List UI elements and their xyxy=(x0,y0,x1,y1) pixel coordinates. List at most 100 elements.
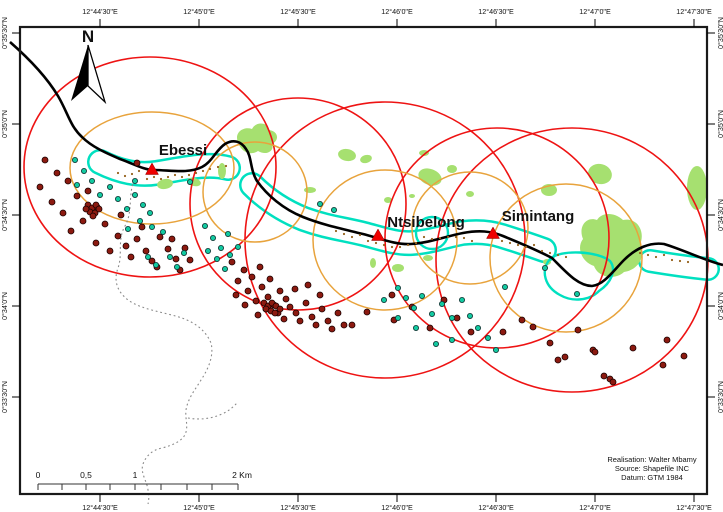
map-frame xyxy=(18,25,709,496)
red-buffer-ring xyxy=(244,101,526,379)
water-dot xyxy=(394,314,401,321)
speckle-dot xyxy=(638,251,642,255)
habitation-dot xyxy=(629,344,637,352)
habitation-dot xyxy=(106,247,114,255)
vegetation-patch xyxy=(423,255,433,261)
speckle-dot xyxy=(556,253,560,257)
habitation-dot xyxy=(168,235,176,243)
habitation-dot xyxy=(348,321,356,329)
water-dot xyxy=(131,191,138,198)
habitation-dot xyxy=(84,187,92,195)
habitation-dot xyxy=(266,275,274,283)
habitation-dot xyxy=(244,287,252,295)
speckle-dot xyxy=(208,167,212,171)
habitation-dot xyxy=(282,295,290,303)
roadside-speckles xyxy=(116,164,690,264)
habitation-dot xyxy=(67,227,75,235)
habitation-dot xyxy=(518,316,526,324)
vegetation-layer xyxy=(157,123,707,277)
water-dot xyxy=(144,253,151,260)
speckle-dot xyxy=(686,260,690,264)
water-dot xyxy=(209,234,216,241)
habitation-dot xyxy=(291,285,299,293)
water-dot xyxy=(380,296,387,303)
water-dot xyxy=(474,324,481,331)
credit-line: Source: Shapefile INC xyxy=(615,464,690,473)
speckle-dot xyxy=(430,237,434,241)
vegetation-patch xyxy=(304,187,316,193)
water-dot xyxy=(201,222,208,229)
habitation-points xyxy=(36,156,688,386)
water-dot xyxy=(186,178,193,185)
water-dot xyxy=(330,206,337,213)
habitation-dot xyxy=(156,233,164,241)
speckle-dot xyxy=(358,233,362,237)
road-line xyxy=(9,41,723,288)
speckle-dot xyxy=(123,174,127,178)
habitation-dot xyxy=(186,256,194,264)
habitation-dot xyxy=(304,281,312,289)
habitation-dot xyxy=(554,356,562,364)
map-frame-graticule: 12°44'30"E12°44'30"E12°45'0"E12°45'0"E12… xyxy=(0,7,723,512)
orange-buffer-ring xyxy=(411,171,529,285)
habitation-dot xyxy=(609,378,617,386)
graticule-label-bottom: 12°45'0"E xyxy=(183,503,215,512)
water-dot xyxy=(438,300,445,307)
vegetation-patch xyxy=(580,213,643,277)
vegetation-patch xyxy=(384,197,392,203)
vegetation-patch xyxy=(588,163,612,185)
water-dot xyxy=(492,346,499,353)
habitation-dot xyxy=(388,291,396,299)
speckle-dot xyxy=(508,241,512,245)
habitation-dot xyxy=(276,287,284,295)
habitation-dot xyxy=(340,321,348,329)
habitation-dot xyxy=(148,257,156,265)
graticule-label-right: 0°33'30"N xyxy=(716,381,723,413)
habitation-dot xyxy=(164,245,172,253)
habitation-dot xyxy=(499,328,507,336)
speckle-dot xyxy=(116,171,120,175)
habitation-dot xyxy=(181,244,189,252)
graticule-label-top: 12°45'30"E xyxy=(280,7,316,16)
water-dot xyxy=(542,264,549,271)
water-dot xyxy=(226,251,233,258)
habitation-dot xyxy=(89,212,97,220)
water-dot xyxy=(412,324,419,331)
speckle-dot xyxy=(130,172,134,176)
water-dot xyxy=(466,312,473,319)
water-dot xyxy=(394,284,401,291)
water-dot xyxy=(115,195,122,202)
speckle-dot xyxy=(350,235,354,239)
speckle-dot xyxy=(173,173,177,177)
graticule-label-bottom: 12°47'30"E xyxy=(676,503,712,512)
habitation-dot xyxy=(101,220,109,228)
vegetation-patch xyxy=(157,178,173,190)
vegetation-patch xyxy=(392,264,404,272)
speckle-dot xyxy=(342,232,346,236)
north-arrow: N xyxy=(71,27,107,105)
speckle-dot xyxy=(180,175,184,179)
water-dot xyxy=(213,255,220,262)
speckle-dot xyxy=(654,255,658,259)
graticule-label-bottom: 12°46'30"E xyxy=(478,503,514,512)
water-dot xyxy=(418,292,425,299)
orange-buffer-ring xyxy=(69,111,235,225)
speckle-dot xyxy=(500,239,504,243)
vegetation-patch xyxy=(237,123,278,154)
water-dot xyxy=(125,225,132,232)
water-dot xyxy=(152,261,159,268)
orange-buffer-ring xyxy=(489,183,643,333)
habitation-dot xyxy=(234,277,242,285)
credit-line: Datum: GTM 1984 xyxy=(621,473,683,482)
habitation-dot xyxy=(36,183,44,191)
speckle-dot xyxy=(564,255,568,259)
habitation-dot xyxy=(232,291,240,299)
habitation-dot xyxy=(302,299,310,307)
village-marker xyxy=(486,226,500,239)
graticule-label-top: 12°47'30"E xyxy=(676,7,712,16)
graticule-label-left: 0°34'0"N xyxy=(0,292,9,320)
habitation-dot xyxy=(467,328,475,336)
habitation-dot xyxy=(574,326,582,334)
habitation-dot xyxy=(286,303,294,311)
habitation-dot xyxy=(228,258,236,266)
